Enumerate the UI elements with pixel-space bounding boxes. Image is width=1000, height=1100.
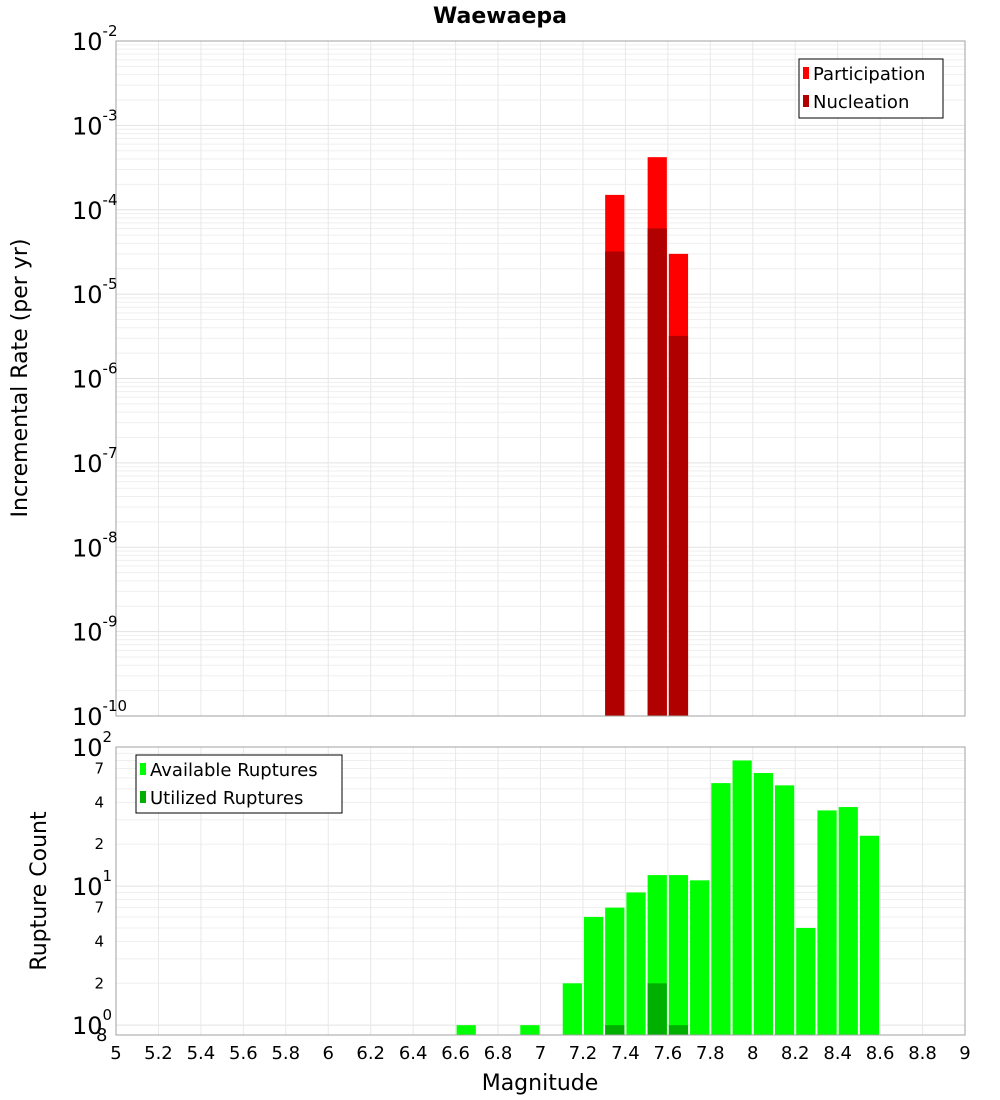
available-ruptures-bar <box>859 835 880 1035</box>
bottom-y-minor-tick-label: 4 <box>94 932 104 950</box>
top-y-tick-label: 10-2 <box>72 22 118 56</box>
nucleation-legend-swatch <box>803 95 809 107</box>
top-bars <box>605 157 689 717</box>
available-ruptures-bar <box>711 783 731 1035</box>
x-tick-label: 8.8 <box>908 1043 937 1064</box>
utilized-ruptures-legend-label: Utilized Ruptures <box>150 788 303 809</box>
x-axis-label: Magnitude <box>482 1071 599 1096</box>
bottom-y-tick-label: 100 <box>72 1006 112 1040</box>
bottom-y-axis-label: Rupture Count <box>27 811 52 971</box>
available-ruptures-bar <box>817 810 837 1035</box>
x-tick-label: 8.6 <box>866 1043 895 1064</box>
utilized-ruptures-legend-swatch <box>140 791 146 803</box>
top-legend: Participation Nucleation <box>798 58 944 119</box>
x-tick-label: 8.4 <box>823 1043 852 1064</box>
x-tick-label: 8.2 <box>781 1043 810 1064</box>
available-ruptures-bar <box>562 983 582 1035</box>
nucleation-bar <box>668 335 689 716</box>
x-ticks: 5 5.2 5.4 5.6 5.8 6 6.2 6.4 6.6 6.8 7 7.2 7.4 7.6 7.8 8… <box>110 1043 970 1064</box>
x-tick-label: 6.2 <box>356 1043 385 1064</box>
top-y-tick-label: 10-9 <box>72 613 118 647</box>
x-tick-label: 5.6 <box>229 1043 258 1064</box>
top-y-tick-label: 10-3 <box>72 106 118 140</box>
x-tick-label: 5.8 <box>271 1043 300 1064</box>
available-ruptures-bar <box>626 892 646 1035</box>
top-y-tick-label: 10-6 <box>72 360 118 394</box>
bottom-legend-box <box>135 754 343 814</box>
bottom-y-minor-tick-label: 7 <box>94 760 104 778</box>
available-ruptures-bar <box>838 807 858 1035</box>
available-ruptures-bar <box>520 1025 540 1035</box>
bottom-bars <box>456 760 880 1035</box>
participation-legend-swatch <box>803 67 809 79</box>
bottom-plot-frame <box>115 746 966 1036</box>
top-y-axis-label: Incremental Rate (per yr) <box>8 239 33 518</box>
top-y-tick-label: 10-5 <box>72 275 118 309</box>
bottom-y-minor-tick-label: 7 <box>94 899 104 917</box>
bottom-y-tick-label: 102 <box>72 728 112 762</box>
utilized-ruptures-bar <box>647 983 667 1035</box>
top-y-tick-label: 10-4 <box>72 191 118 225</box>
top-y-tick-label: 10-7 <box>72 444 118 478</box>
x-tick-label: 7.8 <box>696 1043 725 1064</box>
chart-title: Waewaepa <box>433 4 567 29</box>
participation-legend-label: Participation <box>813 64 925 85</box>
x-tick-label: 7.2 <box>569 1043 598 1064</box>
available-ruptures-legend-swatch <box>140 763 146 775</box>
available-ruptures-bar <box>774 785 795 1035</box>
bottom-y-minor-tick-label: 2 <box>94 974 104 992</box>
bottom-y-tick-label: 101 <box>72 867 112 901</box>
bottom-y-tick-extra-label: 8 <box>96 1025 107 1046</box>
available-ruptures-bar <box>796 927 816 1035</box>
top-y-ticks: 10-10 10-9 10-8 10-7 10-6 10-5 10-4 10-3 10-2 <box>72 22 127 731</box>
utilized-ruptures-bar <box>605 1025 625 1035</box>
top-legend-box <box>798 58 944 119</box>
available-ruptures-bar <box>456 1025 476 1035</box>
top-plot-frame <box>115 40 966 717</box>
available-ruptures-bar <box>605 907 625 1035</box>
nucleation-bar <box>605 251 625 716</box>
x-tick-label: 6.4 <box>399 1043 428 1064</box>
x-tick-label: 5 <box>110 1043 121 1064</box>
bottom-legend: Available Ruptures Utilized Ruptures <box>135 754 343 814</box>
available-ruptures-legend-label: Available Ruptures <box>150 760 318 781</box>
x-tick-label: 7 <box>535 1043 546 1064</box>
utilized-ruptures-bar <box>668 1025 689 1035</box>
x-tick-label: 6.8 <box>484 1043 513 1064</box>
top-y-tick-label: 10-8 <box>72 528 118 562</box>
nucleation-legend-label: Nucleation <box>813 92 909 113</box>
top-y-tick-label: 10-10 <box>72 697 127 731</box>
x-tick-label: 7.6 <box>654 1043 683 1064</box>
available-ruptures-bar <box>583 916 604 1035</box>
available-ruptures-bar <box>732 760 752 1035</box>
x-tick-label: 8 <box>747 1043 758 1064</box>
available-ruptures-bar <box>690 880 710 1035</box>
x-tick-label: 5.4 <box>187 1043 216 1064</box>
x-tick-label: 7.4 <box>611 1043 640 1064</box>
x-tick-label: 6.6 <box>441 1043 470 1064</box>
bottom-y-minor-tick-label: 2 <box>94 835 104 853</box>
x-tick-label: 5.2 <box>144 1043 173 1064</box>
x-tick-label: 6 <box>323 1043 334 1064</box>
nucleation-bar <box>647 228 667 716</box>
x-tick-label: 9 <box>959 1043 970 1064</box>
bottom-y-minor-tick-label: 4 <box>94 793 104 811</box>
available-ruptures-bar <box>753 773 773 1035</box>
top-grid <box>115 41 966 717</box>
available-ruptures-bar <box>668 875 689 1035</box>
